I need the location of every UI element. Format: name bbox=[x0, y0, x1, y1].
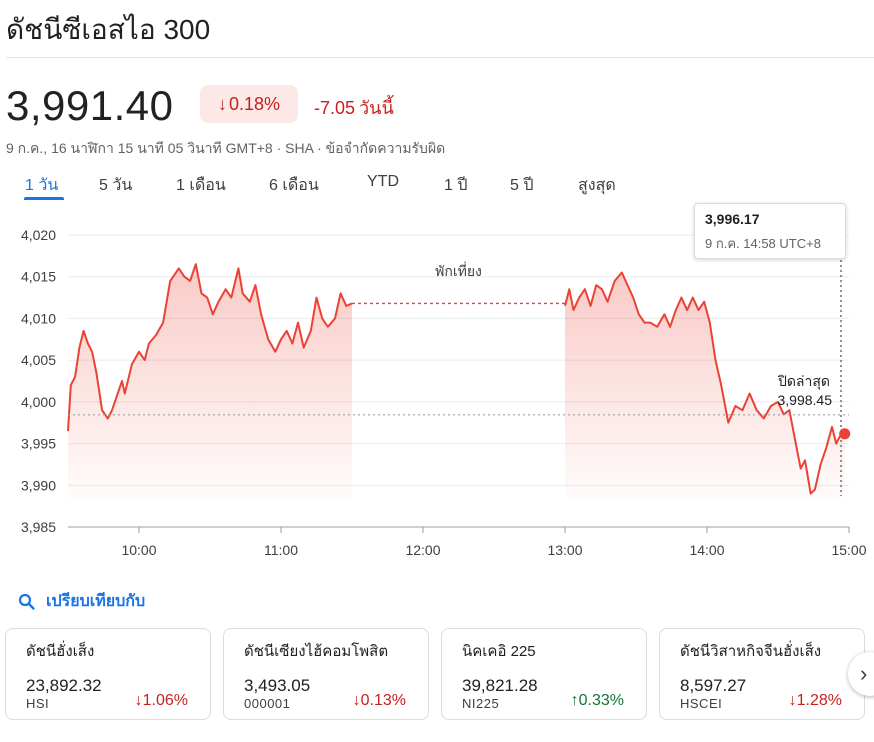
afternoon-series-area bbox=[565, 272, 845, 498]
y-tick-label: 4,000 bbox=[21, 394, 56, 410]
title-divider bbox=[6, 57, 874, 58]
arrow-down-icon: ↓ bbox=[134, 692, 143, 709]
related-name: ดัชนีวิสาหกิจจีนฮั่งเส็ง bbox=[680, 643, 822, 660]
related-change-value: 0.33% bbox=[578, 692, 624, 709]
related-card-nikkei[interactable]: นิคเคอิ 225 39,821.28 NI225 ↑0.33% bbox=[441, 628, 647, 720]
related-card-shanghai[interactable]: ดัชนีเซียงไฮ้คอมโพสิต 3,493.05 000001 ↓0… bbox=[223, 628, 429, 720]
previous-close-label: ปิดล่าสุด bbox=[777, 373, 830, 390]
compare-label: เปรียบเทียบกับ bbox=[46, 593, 146, 610]
price-chart[interactable]: 4,020 4,015 4,010 4,005 4,000 3,995 3,990 3,985… bbox=[0, 200, 874, 572]
related-symbol: 000001 bbox=[244, 696, 291, 711]
related-value: 39,821.28 bbox=[462, 676, 538, 695]
percent-change-value: 0.18% bbox=[228, 93, 281, 114]
x-tick-label: 14:00 bbox=[689, 542, 724, 558]
y-tick-label: 3,990 bbox=[21, 477, 56, 493]
related-value: 3,493.05 bbox=[244, 676, 311, 695]
related-symbol: HSI bbox=[26, 696, 50, 711]
tab-max[interactable]: สูงสุด bbox=[578, 177, 616, 194]
tab-5-years[interactable]: 5 ปี bbox=[510, 177, 534, 194]
chevron-right-icon: › bbox=[860, 661, 868, 686]
related-card-hsi[interactable]: ดัชนีฮั่งเส็ง 23,892.32 HSI ↓1.06% bbox=[5, 628, 211, 720]
related-symbol: HSCEI bbox=[680, 696, 723, 711]
page-title: ดัชนีซีเอสไอ 300 bbox=[6, 14, 211, 45]
related-change-value: 1.28% bbox=[796, 692, 842, 709]
compare-link[interactable]: เปรียบเทียบกับ bbox=[18, 589, 145, 614]
tab-1-year[interactable]: 1 ปี bbox=[444, 177, 468, 194]
x-tick-label: 11:00 bbox=[264, 542, 298, 558]
related-change: ↑0.33% bbox=[571, 692, 624, 710]
absolute-change-value: -7.05 bbox=[314, 98, 356, 118]
y-tick-label: 4,020 bbox=[21, 227, 56, 243]
arrow-down-icon: ↓ bbox=[352, 692, 361, 709]
tab-1-month[interactable]: 1 เดือน bbox=[176, 177, 226, 194]
y-tick-label: 3,995 bbox=[21, 436, 56, 452]
related-name: นิคเคอิ 225 bbox=[462, 643, 536, 660]
related-change-value: 0.13% bbox=[360, 692, 406, 709]
x-tick-label: 12:00 bbox=[405, 542, 440, 558]
y-tick-label: 4,010 bbox=[21, 310, 56, 326]
quote-meta[interactable]: 9 ก.ค., 16 นาฬิกา 15 นาที 05 วินาที GMT+… bbox=[6, 140, 446, 156]
search-icon bbox=[18, 593, 35, 610]
arrow-up-icon: ↑ bbox=[570, 692, 579, 709]
current-price: 3,991.40 bbox=[6, 82, 174, 129]
related-change: ↓1.06% bbox=[135, 692, 188, 710]
x-tick-label: 13:00 bbox=[547, 542, 582, 558]
absolute-change: -7.05 วันนี้ bbox=[310, 93, 394, 122]
lunch-break-label: พักเที่ยง bbox=[435, 262, 482, 279]
period-label: วันนี้ bbox=[359, 98, 394, 118]
tooltip-time: 9 ก.ค. 14:58 UTC+8 bbox=[705, 236, 821, 251]
range-tabs: 1 วัน 5 วัน 1 เดือน 6 เดือน YTD 1 ปี 5 ป… bbox=[6, 170, 866, 202]
morning-series-area bbox=[68, 264, 352, 498]
tab-ytd[interactable]: YTD bbox=[367, 173, 399, 190]
x-tick-label: 15:00 bbox=[831, 542, 866, 558]
related-change-value: 1.06% bbox=[142, 692, 188, 709]
y-tick-label: 4,005 bbox=[21, 352, 56, 368]
related-name: ดัชนีเซียงไฮ้คอมโพสิต bbox=[244, 643, 389, 660]
chart-tooltip: 3,996.17 9 ก.ค. 14:58 UTC+8 bbox=[694, 203, 846, 259]
related-symbol: NI225 bbox=[462, 696, 500, 711]
related-change: ↓0.13% bbox=[353, 692, 406, 710]
percent-change-badge: ↓ 0.18% bbox=[200, 85, 298, 123]
tooltip-value: 3,996.17 bbox=[705, 211, 760, 227]
morning-series-line bbox=[67, 263, 353, 432]
hover-point bbox=[839, 428, 851, 440]
arrow-down-icon: ↓ bbox=[788, 692, 797, 709]
afternoon-series-line bbox=[564, 271, 846, 495]
tab-5-days[interactable]: 5 วัน bbox=[99, 177, 133, 194]
related-value: 23,892.32 bbox=[26, 676, 102, 695]
related-name: ดัชนีฮั่งเส็ง bbox=[26, 643, 95, 660]
related-card-hscei[interactable]: ดัชนีวิสาหกิจจีนฮั่งเส็ง 8,597.27 HSCEI … bbox=[659, 628, 865, 720]
related-value: 8,597.27 bbox=[680, 676, 747, 695]
y-tick-label: 4,015 bbox=[21, 269, 56, 285]
related-change: ↓1.28% bbox=[789, 692, 842, 710]
x-tick-label: 10:00 bbox=[121, 542, 156, 558]
previous-close-value: 3,998.45 bbox=[778, 392, 833, 408]
tab-6-months[interactable]: 6 เดือน bbox=[269, 177, 319, 194]
y-tick-label: 3,985 bbox=[21, 519, 56, 535]
active-tab-indicator bbox=[24, 197, 64, 200]
arrow-down-icon: ↓ bbox=[217, 93, 227, 114]
tab-1-day[interactable]: 1 วัน bbox=[25, 177, 59, 194]
